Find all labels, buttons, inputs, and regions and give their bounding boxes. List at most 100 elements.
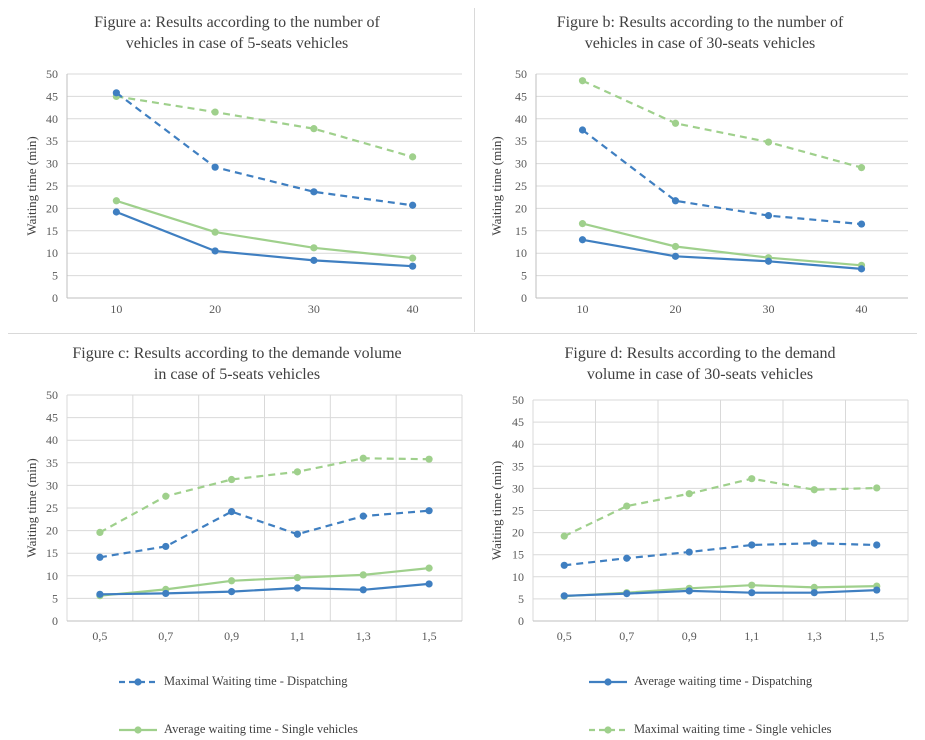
- y-tick-label-0: 0: [518, 614, 524, 628]
- data-point-maximal-waiting-time-single-vehicles-40: [409, 153, 417, 161]
- legend-item-max-dispatching: Maximal Waiting time - Dispatching: [118, 674, 347, 689]
- data-point-maximal-waiting-time-single-vehicles-1-1: [748, 475, 756, 483]
- series-line-maximal-waiting-time-single-vehicles: [582, 79, 862, 169]
- y-tick-label-50: 50: [46, 388, 58, 402]
- y-tick-label-45: 45: [46, 411, 58, 425]
- data-point-average-waiting-time-single-vehicles-10: [578, 220, 587, 228]
- x-tick-label-1-1: 1,1: [290, 629, 305, 643]
- data-point-average-waiting-time-dispatching-0-5: [560, 592, 568, 600]
- data-point-average-waiting-time-single-vehicles-1-5: [425, 564, 433, 572]
- series-line-maximal-waiting-time-dispatching: [564, 542, 877, 567]
- data-point-average-waiting-time-single-vehicles-30: [310, 244, 318, 252]
- y-tick-label-20: 20: [46, 524, 58, 538]
- data-point-average-waiting-time-dispatching-20: [211, 247, 219, 255]
- x-tick-label-10: 10: [577, 302, 589, 316]
- data-point-maximal-waiting-time-single-vehicles-1-3: [359, 454, 367, 462]
- data-point-average-waiting-time-dispatching-30: [310, 256, 318, 264]
- data-point-maximal-waiting-time-single-vehicles-1-3: [810, 486, 818, 494]
- legend-swatch-max-single: [589, 725, 627, 734]
- data-point-maximal-waiting-time-single-vehicles-10: [578, 77, 587, 85]
- series-line-maximal-waiting-time-single-vehicles: [116, 95, 413, 158]
- legend-label-max-dispatching: Maximal Waiting time - Dispatching: [164, 674, 348, 688]
- y-tick-label-0: 0: [52, 614, 58, 628]
- x-tick-label-1-5: 1,5: [422, 629, 437, 643]
- y-tick-label-15: 15: [46, 546, 58, 560]
- y-tick-label-25: 25: [515, 179, 527, 193]
- series-line-average-waiting-time-single-vehicles: [116, 199, 413, 260]
- data-point-maximal-waiting-time-dispatching-0-9: [227, 508, 236, 516]
- data-point-maximal-waiting-time-single-vehicles-20: [211, 108, 219, 116]
- y-tick-label-40: 40: [515, 112, 527, 126]
- data-point-maximal-waiting-time-dispatching-0-7: [623, 554, 631, 562]
- x-tick-label-1-3: 1,3: [356, 629, 371, 643]
- data-point-maximal-waiting-time-dispatching-0-5: [560, 561, 568, 569]
- legend-item-avg-single: Average waiting time - Single vehicles: [118, 722, 358, 737]
- panel-b: Figure b: Results according to the numbe…: [475, 0, 925, 333]
- data-point-maximal-waiting-time-dispatching-1-3: [359, 512, 367, 520]
- legend-marker-1: [604, 677, 612, 686]
- y-tick-label-20: 20: [515, 201, 527, 215]
- data-point-maximal-waiting-time-dispatching-10: [578, 126, 587, 134]
- data-point-maximal-waiting-time-dispatching-30: [764, 211, 773, 220]
- y-tick-label-35: 35: [512, 459, 524, 473]
- y-tick-label-5: 5: [52, 591, 58, 605]
- data-point-maximal-waiting-time-dispatching-20: [211, 163, 219, 171]
- data-point-average-waiting-time-single-vehicles-0-9: [227, 577, 236, 585]
- legend-swatch-max-dispatching: [119, 677, 157, 686]
- y-axis-title: Waiting time (min): [489, 461, 504, 560]
- y-tick-label-25: 25: [46, 501, 58, 515]
- series-line-average-waiting-time-single-vehicles: [582, 222, 862, 267]
- data-point-maximal-waiting-time-dispatching-1-3: [810, 539, 818, 547]
- data-point-average-waiting-time-dispatching-0-7: [162, 589, 170, 598]
- y-tick-label-40: 40: [46, 433, 58, 447]
- data-point-maximal-waiting-time-dispatching-1-1: [748, 541, 756, 549]
- series-line-average-waiting-time-dispatching: [115, 210, 413, 268]
- legend-label-avg-dispatching: Average waiting time - Dispatching: [634, 674, 813, 688]
- legend-item-avg-dispatching: Average waiting time - Dispatching: [588, 674, 812, 689]
- legend-swatch-avg-single: [119, 725, 157, 734]
- data-point-average-waiting-time-dispatching-1-5: [873, 586, 881, 594]
- data-point-maximal-waiting-time-single-vehicles-30: [764, 138, 773, 146]
- x-tick-label-0-7: 0,7: [619, 629, 634, 643]
- data-point-average-waiting-time-dispatching-1-1: [748, 589, 756, 597]
- data-point-average-waiting-time-single-vehicles-40: [409, 254, 417, 262]
- y-tick-label-40: 40: [512, 437, 524, 451]
- data-point-average-waiting-time-dispatching-0-5: [96, 590, 104, 598]
- data-point-maximal-waiting-time-dispatching-30: [310, 188, 318, 196]
- y-tick-label-25: 25: [46, 179, 58, 193]
- chart-b-title: Figure b: Results according to the numbe…: [556, 14, 844, 52]
- chart-c: 0 5 10 15 20 25 30 35 40 45 50 0,5 0,7 0,9 1,1 1,3 1,5 Wa…: [24, 388, 463, 643]
- legend-item-max-single: Maximal waiting time - Single vehicles: [588, 722, 832, 737]
- legend-label-max-single: Maximal waiting time - Single vehicles: [634, 722, 832, 736]
- legend-marker-3: [604, 725, 612, 734]
- series-line-average-waiting-time-single-vehicles: [99, 567, 430, 597]
- y-tick-label-30: 30: [512, 481, 524, 495]
- data-point-maximal-waiting-time-single-vehicles-0-5: [96, 528, 104, 537]
- y-tick-label-35: 35: [515, 134, 527, 148]
- data-point-average-waiting-time-single-vehicles-1-1: [293, 574, 302, 582]
- y-tick-label-50: 50: [512, 393, 524, 407]
- series-line-maximal-waiting-time-dispatching: [581, 129, 862, 226]
- vertical-divider: [474, 8, 475, 332]
- data-point-maximal-waiting-time-single-vehicles-1-1: [293, 468, 302, 476]
- y-tick-label-15: 15: [515, 224, 527, 238]
- data-point-maximal-waiting-time-single-vehicles-20: [671, 119, 680, 127]
- data-point-maximal-waiting-time-single-vehicles-1-5: [425, 455, 433, 463]
- x-tick-label-0-9: 0,9: [224, 629, 239, 643]
- y-tick-label-15: 15: [46, 224, 58, 238]
- data-point-average-waiting-time-single-vehicles-10: [112, 197, 120, 205]
- data-point-average-waiting-time-dispatching-1-1: [293, 584, 302, 592]
- y-tick-label-0: 0: [521, 291, 527, 305]
- x-tick-label-10: 10: [110, 302, 122, 316]
- data-point-average-waiting-time-dispatching-0-7: [623, 589, 631, 598]
- legend-label-avg-single: Average waiting time - Single vehicles: [164, 722, 358, 736]
- y-tick-label-25: 25: [512, 504, 524, 518]
- y-tick-label-40: 40: [46, 112, 58, 126]
- panel-c: Figure c: Results according to the deman…: [0, 334, 474, 656]
- data-point-maximal-waiting-time-dispatching-1-1: [293, 530, 302, 538]
- data-point-maximal-waiting-time-single-vehicles-0-9: [227, 475, 236, 484]
- data-point-average-waiting-time-dispatching-30: [764, 257, 773, 265]
- chart-d: 0 5 10 15 20 25 30 35 40 45 50 0,5 0,7 0,9 1,1 1,3 1,5 Wa…: [489, 393, 909, 643]
- chart-d-title: Figure d: Results according to the deman…: [564, 345, 836, 383]
- y-tick-label-10: 10: [46, 246, 58, 260]
